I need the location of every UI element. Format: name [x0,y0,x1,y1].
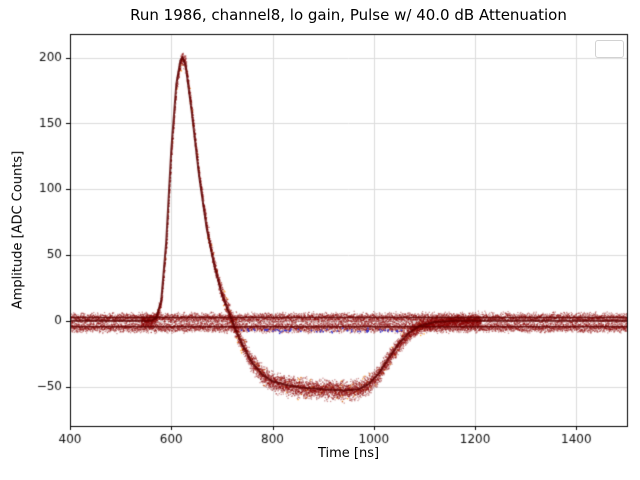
chart-title: Run 1986, channel8, lo gain, Pulse w/ 40… [130,6,567,24]
y-axis-label: Amplitude [ADC Counts] [10,150,26,310]
x-axis-label: Time [ns] [317,446,380,461]
legend-box [595,40,624,58]
